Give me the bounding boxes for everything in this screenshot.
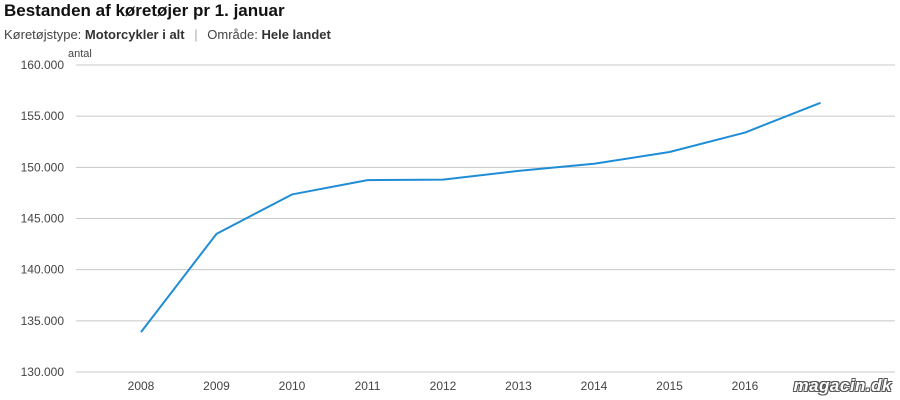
x-tick-label: 2009 bbox=[203, 379, 230, 393]
filter-separator: | bbox=[194, 27, 198, 42]
watermark-logo: magacin.dk bbox=[793, 376, 892, 395]
data-point[interactable] bbox=[591, 161, 597, 167]
data-point[interactable] bbox=[516, 168, 522, 174]
data-point[interactable] bbox=[289, 191, 295, 197]
x-tick-label: 2016 bbox=[732, 379, 759, 393]
vehicle-type-label: Køretøjstype: bbox=[4, 27, 82, 42]
y-tick-label: 130.000 bbox=[21, 365, 65, 379]
x-tick-label: 2015 bbox=[656, 379, 683, 393]
chart-title: Bestanden af køretøjer pr 1. januar bbox=[4, 1, 285, 20]
x-tick-label: 2008 bbox=[128, 379, 155, 393]
data-point[interactable] bbox=[138, 329, 144, 335]
y-tick-label: 135.000 bbox=[21, 314, 65, 328]
x-tick-label: 2011 bbox=[355, 379, 381, 393]
y-axis-unit-label: antal bbox=[68, 48, 92, 60]
data-point[interactable] bbox=[214, 231, 220, 237]
y-tick-label: 155.000 bbox=[21, 109, 65, 123]
filter-bar: Køretøjstype: Motorcykler i alt | Område… bbox=[4, 27, 331, 42]
x-tick-label: 2010 bbox=[279, 379, 306, 393]
data-point[interactable] bbox=[440, 177, 446, 183]
y-tick-label: 150.000 bbox=[21, 160, 65, 174]
x-tick-label: 2013 bbox=[505, 379, 532, 393]
x-tick-label: 2012 bbox=[430, 379, 457, 393]
series-line[interactable] bbox=[140, 101, 821, 333]
series-group bbox=[138, 100, 824, 335]
y-tick-label: 140.000 bbox=[21, 263, 65, 277]
area-label: Område: bbox=[207, 27, 258, 42]
y-axis-ticks: 130.000 135.000 140.000 145.000 150.000 155.0… bbox=[21, 58, 65, 379]
gridlines bbox=[76, 64, 895, 373]
area-value[interactable]: Hele landet bbox=[261, 27, 331, 42]
x-axis-ticks: 2008 2009 2010 2011 2012 2013 2014 2015 2016 2017 bbox=[128, 379, 835, 393]
y-tick-label: 145.000 bbox=[21, 212, 65, 226]
vehicle-type-value[interactable]: Motorcykler i alt bbox=[84, 27, 185, 42]
data-point[interactable] bbox=[667, 149, 673, 155]
data-point[interactable] bbox=[818, 100, 824, 106]
y-tick-label: 160.000 bbox=[21, 58, 65, 72]
x-tick-label: 2017 bbox=[807, 379, 834, 393]
data-point[interactable] bbox=[742, 130, 748, 136]
x-tick-label: 2014 bbox=[581, 379, 608, 393]
data-point[interactable] bbox=[365, 177, 371, 183]
